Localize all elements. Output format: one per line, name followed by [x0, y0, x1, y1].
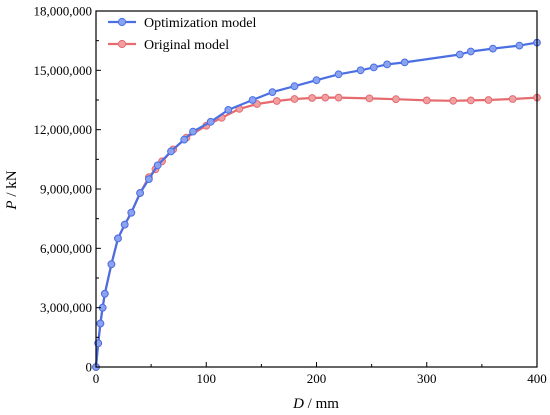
data-point — [489, 44, 497, 53]
series-line — [94, 41, 538, 368]
data-point — [455, 50, 464, 59]
x-axis-unit: / mm — [304, 396, 339, 412]
data-point — [422, 96, 431, 105]
data-point — [466, 47, 475, 56]
data-point — [290, 82, 299, 91]
data-point — [466, 96, 475, 105]
series-1 — [92, 38, 541, 371]
data-point — [206, 117, 215, 126]
data-point — [449, 96, 458, 105]
data-point — [153, 161, 162, 170]
legend: Optimization model Original model — [108, 16, 256, 53]
data-point — [272, 97, 281, 105]
y-tick-label: 15,000,000 — [34, 63, 93, 78]
data-point — [312, 76, 321, 85]
data-point — [515, 41, 524, 50]
x-tick-label: 300 — [417, 371, 437, 386]
data-point — [167, 147, 175, 156]
data-point — [136, 189, 145, 197]
x-tick-label: 200 — [307, 371, 327, 386]
x-tick-label: 400 — [527, 371, 547, 386]
data-point — [96, 319, 105, 328]
data-point — [400, 58, 409, 67]
data-point — [334, 93, 343, 102]
y-axis-unit: / kN — [4, 170, 20, 200]
plot-area — [92, 38, 541, 371]
data-point — [321, 93, 330, 102]
y-axis-title: P / kN — [4, 170, 20, 210]
y-tick-label: 0 — [86, 360, 93, 375]
y-tick-label: 3,000,000 — [40, 300, 92, 315]
data-point — [127, 208, 136, 217]
legend-label: Optimization model — [144, 16, 256, 31]
legend-item-2: Original model — [108, 38, 229, 53]
data-point — [224, 106, 233, 114]
x-axis-title: D / mm — [292, 396, 339, 412]
series-2 — [92, 93, 541, 371]
data-point — [180, 135, 189, 144]
y-tick-label: 9,000,000 — [40, 182, 92, 197]
data-point — [120, 220, 129, 229]
legend-item-1: Optimization model — [108, 16, 256, 31]
data-point — [308, 94, 317, 102]
data-point — [189, 127, 197, 136]
data-point — [484, 96, 493, 104]
data-point — [383, 60, 392, 69]
data-point — [114, 234, 122, 243]
x-tick-label: 0 — [93, 371, 100, 386]
plot-frame — [95, 10, 538, 368]
y-tick-label: 12,000,000 — [34, 122, 93, 137]
data-point — [356, 66, 365, 75]
data-point — [145, 175, 153, 184]
legend-swatch-marker — [117, 39, 127, 49]
data-point — [508, 95, 517, 103]
data-point — [369, 63, 378, 72]
legend-label: Original model — [144, 38, 229, 53]
x-axis-symbol: D — [292, 396, 304, 412]
series-line — [94, 96, 538, 368]
axes: 0 100 200 300 400 0 3,000,000 6,000,000 9,000,00… — [34, 4, 547, 387]
data-point — [334, 70, 343, 79]
x-tick-label: 100 — [197, 371, 217, 386]
data-point — [290, 95, 299, 103]
y-tick-label: 18,000,000 — [34, 4, 93, 19]
y-tick-label: 6,000,000 — [40, 241, 92, 256]
data-point — [365, 94, 374, 103]
data-point — [248, 96, 257, 104]
data-point — [268, 88, 277, 96]
legend-swatch-marker — [117, 17, 127, 27]
data-point — [392, 95, 400, 104]
data-point — [107, 260, 116, 269]
data-point — [100, 289, 109, 298]
y-axis-symbol: P — [4, 200, 20, 210]
